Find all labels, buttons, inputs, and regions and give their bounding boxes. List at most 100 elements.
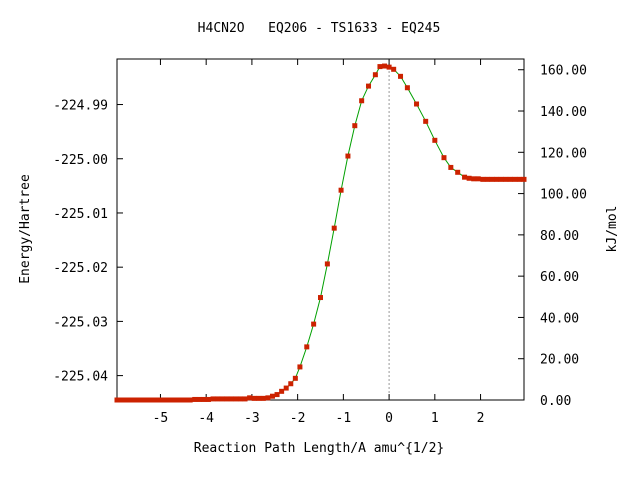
data-point — [475, 176, 481, 182]
data-point — [247, 395, 253, 401]
data-point — [471, 176, 477, 182]
data-point — [372, 72, 378, 78]
data-point — [160, 397, 166, 403]
data-point — [169, 397, 175, 403]
data-point — [324, 261, 330, 267]
data-point — [311, 321, 317, 327]
y2-tick-label: 120.00 — [540, 146, 587, 161]
x-tick-label: 2 — [477, 411, 485, 426]
data-point — [480, 176, 486, 182]
data-point — [178, 397, 184, 403]
data-point — [260, 395, 266, 401]
x-tick-label: -2 — [290, 411, 306, 426]
y-tick-label: -225.02 — [53, 261, 108, 276]
data-point — [228, 396, 234, 402]
data-point — [237, 396, 243, 402]
data-point — [507, 176, 513, 182]
data-point — [146, 397, 152, 403]
data-point — [187, 397, 193, 403]
data-point — [196, 396, 202, 402]
y2-tick-label: 60.00 — [540, 270, 579, 285]
x-tick-label: -4 — [198, 411, 214, 426]
chart-title: H4CN2O EQ206 - TS1633 - EQ245 — [198, 21, 441, 36]
data-point — [256, 395, 262, 401]
data-point — [205, 396, 211, 402]
y2-tick-label: 20.00 — [540, 353, 579, 368]
data-point — [503, 176, 509, 182]
data-point — [114, 397, 120, 403]
data-point — [359, 98, 365, 104]
data-point — [183, 397, 189, 403]
y-tick-label: -224.99 — [53, 99, 108, 114]
x-tick-label: 0 — [385, 411, 393, 426]
x-tick-label: -1 — [336, 411, 352, 426]
y-tick-label: -225.01 — [53, 207, 108, 222]
y2-tick-label: 160.00 — [540, 64, 587, 79]
data-point — [164, 397, 170, 403]
y2-tick-label: 140.00 — [540, 105, 587, 120]
plot-area: -5 -4 -3 -2 -1 0 1 2 -224.99 -225.00 -225.01 -225.… — [53, 58, 587, 426]
data-point — [233, 396, 239, 402]
data-point — [304, 344, 310, 350]
data-point — [489, 176, 495, 182]
data-point — [521, 176, 527, 182]
y2-tick-label: 0.00 — [540, 394, 571, 409]
data-point — [141, 397, 147, 403]
data-point — [432, 137, 438, 143]
data-point — [345, 153, 351, 159]
x-axis: -5 -4 -3 -2 -1 0 1 2 — [153, 59, 485, 426]
data-point — [494, 176, 500, 182]
data-point — [498, 176, 504, 182]
data-point — [242, 396, 248, 402]
data-point — [224, 396, 230, 402]
data-point — [292, 375, 298, 381]
data-point — [288, 381, 294, 387]
y2-axis-title: kJ/mol — [605, 206, 620, 253]
data-point — [391, 66, 397, 72]
y2-tick-label: 100.00 — [540, 188, 587, 203]
data-point — [382, 63, 388, 69]
y-tick-label: -225.03 — [53, 315, 108, 330]
data-point — [398, 73, 404, 79]
data-point — [274, 392, 280, 398]
data-point — [155, 397, 161, 403]
data-point — [338, 187, 344, 193]
data-point — [128, 397, 134, 403]
data-point — [484, 176, 490, 182]
y-axis-title: Energy/Hartree — [18, 174, 33, 284]
data-point — [441, 155, 447, 161]
data-point — [466, 175, 472, 181]
data-points — [114, 63, 527, 403]
plot-frame — [116, 58, 525, 401]
x-axis-title: Reaction Path Length/A amu^{1/2} — [194, 441, 444, 456]
data-point — [132, 397, 138, 403]
data-point — [352, 123, 358, 129]
data-point — [123, 397, 129, 403]
data-point — [251, 395, 257, 401]
data-point — [215, 396, 221, 402]
data-point — [455, 169, 461, 175]
data-point — [448, 164, 454, 170]
y-tick-label: -225.00 — [53, 153, 108, 168]
data-point — [404, 85, 410, 91]
y2-tick-label: 80.00 — [540, 229, 579, 244]
data-point — [331, 225, 337, 231]
data-point — [210, 396, 216, 402]
data-point — [119, 397, 125, 403]
energy-curve — [117, 65, 524, 401]
x-tick-label: 1 — [431, 411, 439, 426]
y-axis-left: -224.99 -225.00 -225.01 -225.02 -225.03 -225.… — [53, 99, 123, 385]
data-point — [512, 176, 518, 182]
y-axis-right: 0.00 20.00 40.00 60.00 80.00 100.00 120.00 140.… — [518, 64, 587, 409]
data-point — [366, 83, 372, 89]
data-point — [414, 101, 420, 107]
data-point — [279, 388, 285, 394]
data-point — [219, 396, 225, 402]
data-point — [377, 64, 383, 70]
data-point — [297, 364, 303, 370]
x-tick-label: -3 — [244, 411, 260, 426]
data-point — [151, 397, 157, 403]
x-tick-label: -5 — [153, 411, 169, 426]
data-point — [283, 385, 289, 391]
